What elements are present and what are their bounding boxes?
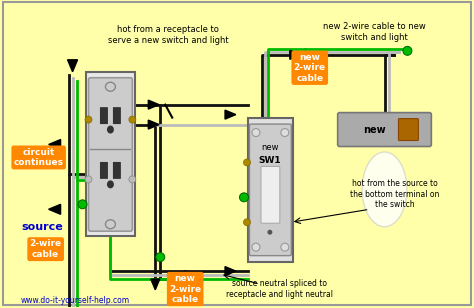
Text: source: source (22, 222, 64, 232)
Text: new
2-wire
cable: new 2-wire cable (294, 53, 326, 83)
FancyBboxPatch shape (89, 78, 132, 231)
Ellipse shape (244, 159, 250, 166)
Text: www.do-it-yourself-help.com: www.do-it-yourself-help.com (21, 297, 130, 306)
Ellipse shape (105, 220, 115, 229)
Text: circuit
continues: circuit continues (14, 148, 64, 167)
Ellipse shape (85, 176, 92, 183)
Polygon shape (49, 140, 61, 149)
Ellipse shape (281, 243, 289, 251)
Ellipse shape (252, 243, 260, 251)
Ellipse shape (281, 128, 289, 136)
Polygon shape (68, 60, 78, 72)
FancyBboxPatch shape (399, 119, 419, 140)
Text: hot from a receptacle to
serve a new switch and light: hot from a receptacle to serve a new swi… (108, 25, 228, 45)
Polygon shape (225, 110, 236, 119)
Ellipse shape (362, 152, 407, 227)
Ellipse shape (78, 200, 87, 209)
Polygon shape (151, 279, 160, 290)
Text: new 2-wire cable to new
switch and light: new 2-wire cable to new switch and light (323, 22, 426, 42)
FancyBboxPatch shape (100, 107, 108, 124)
Ellipse shape (85, 116, 92, 123)
Text: new: new (363, 124, 386, 135)
Ellipse shape (107, 180, 114, 188)
Text: source neutral spliced to
receptacle and light neutral: source neutral spliced to receptacle and… (227, 279, 333, 299)
Polygon shape (290, 50, 301, 59)
Text: 2-wire
cable: 2-wire cable (29, 239, 62, 259)
Polygon shape (225, 267, 236, 276)
Text: new: new (261, 143, 279, 152)
Ellipse shape (244, 219, 250, 226)
Ellipse shape (239, 193, 248, 202)
Ellipse shape (267, 230, 273, 235)
FancyBboxPatch shape (248, 118, 293, 262)
Polygon shape (148, 100, 159, 109)
Ellipse shape (156, 253, 165, 261)
FancyBboxPatch shape (85, 72, 136, 236)
Ellipse shape (129, 116, 136, 123)
Polygon shape (49, 204, 61, 214)
Text: SW1: SW1 (259, 156, 281, 165)
FancyBboxPatch shape (113, 107, 121, 124)
Ellipse shape (403, 46, 412, 55)
Text: hot from the source to
the bottom terminal on
the switch: hot from the source to the bottom termin… (350, 180, 439, 209)
Ellipse shape (129, 176, 136, 183)
Ellipse shape (107, 126, 114, 134)
Ellipse shape (105, 82, 115, 91)
FancyBboxPatch shape (249, 124, 292, 256)
FancyBboxPatch shape (261, 166, 280, 223)
Polygon shape (148, 120, 159, 129)
Text: new
2-wire
cable: new 2-wire cable (169, 274, 201, 304)
FancyBboxPatch shape (100, 162, 108, 179)
FancyBboxPatch shape (337, 113, 431, 147)
FancyBboxPatch shape (113, 162, 121, 179)
Ellipse shape (252, 128, 260, 136)
